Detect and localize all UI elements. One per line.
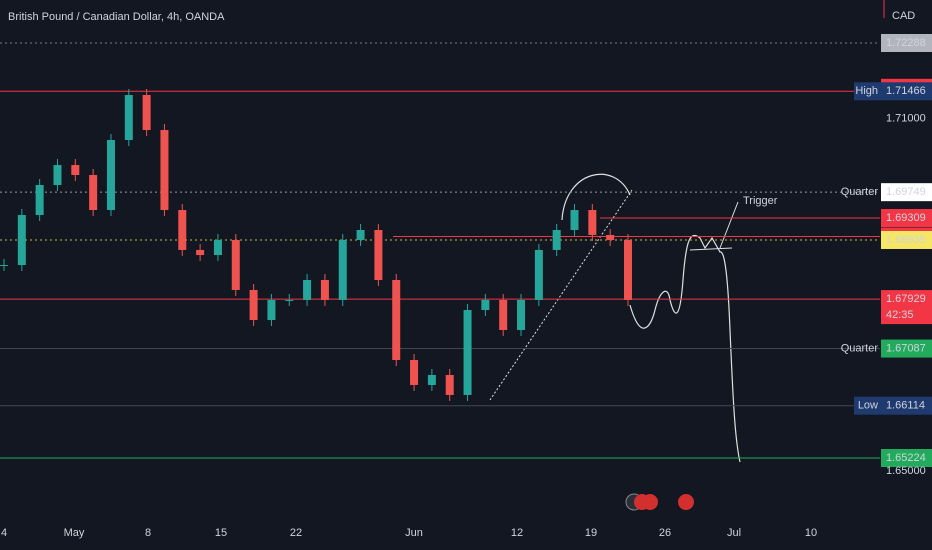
- candle: [606, 234, 615, 240]
- currency: CAD: [892, 10, 915, 22]
- price-tag: [881, 339, 932, 358]
- price-label: 1.65000: [886, 465, 926, 477]
- candle: [124, 94, 133, 140]
- price-label: 1.71466: [886, 85, 926, 97]
- candle: [463, 310, 472, 395]
- candle: [267, 299, 276, 320]
- time-label: 12: [511, 527, 523, 539]
- candle: [142, 94, 151, 131]
- candle: [0, 265, 8, 267]
- candle: [213, 239, 222, 256]
- candle: [588, 210, 597, 235]
- candle: [570, 210, 579, 230]
- candle: [231, 239, 240, 290]
- time-label: 4: [1, 527, 7, 539]
- time-label: 15: [215, 527, 227, 539]
- price-tag: [881, 396, 932, 415]
- candle: [196, 249, 205, 256]
- candle: [499, 299, 508, 330]
- time-label: 26: [659, 527, 671, 539]
- price-label: 1.67087: [886, 342, 926, 354]
- trigger-pointer: [719, 201, 739, 249]
- tag-box: [854, 82, 881, 101]
- countdown: 42:35: [886, 309, 914, 321]
- candle: [392, 279, 401, 361]
- candle: [35, 184, 44, 216]
- candle: [285, 299, 294, 301]
- price-tag-label: High: [855, 85, 878, 97]
- candle: [303, 279, 312, 300]
- price-label: 1.68935: [886, 234, 926, 246]
- price-tag: [881, 209, 932, 228]
- candle: [320, 279, 329, 300]
- time-label: Jul: [727, 527, 741, 539]
- candle: [517, 299, 526, 330]
- candle: [178, 210, 187, 250]
- candle: [624, 239, 632, 300]
- price-tag: [881, 34, 932, 52]
- time-label: 10: [805, 527, 817, 539]
- candle: [374, 229, 383, 280]
- price-label: 1.69749: [886, 186, 926, 198]
- price-label: 1.66114: [886, 400, 925, 412]
- price-tag: [881, 230, 932, 249]
- price-tag: [881, 183, 932, 202]
- tag-box: [854, 396, 881, 415]
- price-label: 1.65224: [886, 452, 926, 464]
- candle: [160, 130, 169, 211]
- price-tag-label: Quarter: [841, 186, 879, 198]
- price-label: 1.72288: [886, 37, 926, 49]
- price-tag: [881, 290, 932, 325]
- price-label: 1.71000: [886, 113, 926, 125]
- candle: [89, 175, 98, 211]
- price-tag: [881, 82, 932, 101]
- time-label: Jun: [405, 527, 423, 539]
- arc-drawing: [561, 173, 631, 221]
- candle: [410, 360, 419, 385]
- candle: [445, 374, 454, 395]
- annotation: Trigger: [743, 195, 778, 207]
- candle: [338, 239, 347, 300]
- time-label: 22: [290, 527, 302, 539]
- price-tag: [881, 449, 932, 467]
- candle: [71, 165, 80, 176]
- price-label: 1.67929: [886, 293, 926, 305]
- projection-drawing: [629, 234, 741, 463]
- candle: [481, 299, 490, 311]
- time-label: 8: [145, 527, 151, 539]
- price-tag-label: Quarter: [841, 342, 879, 354]
- event-icons: [625, 493, 694, 511]
- price-label: 1.69309: [886, 212, 926, 224]
- candle: [534, 249, 543, 300]
- time-label: May: [64, 527, 85, 539]
- candle: [106, 139, 115, 211]
- candle: [17, 215, 26, 266]
- candle: [552, 229, 561, 250]
- candle: [249, 289, 258, 320]
- candle: [356, 229, 365, 240]
- trigger-line: [689, 247, 733, 251]
- candle: [53, 165, 62, 185]
- symbol-title: British Pound / Canadian Dollar, 4h, OAN…: [8, 11, 225, 23]
- candle: [427, 374, 436, 385]
- time-label: 19: [585, 527, 597, 539]
- price-tag-label: Low: [858, 400, 878, 412]
